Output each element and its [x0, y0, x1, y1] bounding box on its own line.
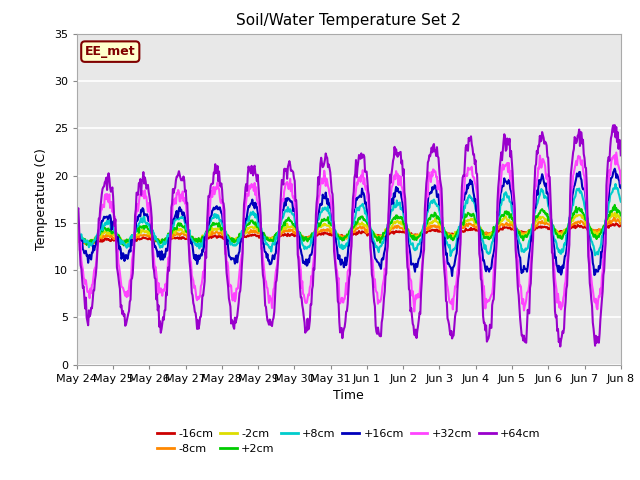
- +32cm: [617, 180, 625, 186]
- +8cm: [447, 253, 454, 259]
- -2cm: [83, 240, 90, 246]
- +16cm: [415, 256, 422, 262]
- +16cm: [139, 205, 147, 211]
- -16cm: [195, 237, 202, 243]
- +8cm: [415, 241, 422, 247]
- -16cm: [617, 222, 625, 228]
- Line: +64cm: +64cm: [77, 125, 621, 347]
- Text: EE_met: EE_met: [85, 45, 136, 58]
- +8cm: [73, 223, 81, 228]
- +8cm: [194, 242, 202, 248]
- +64cm: [139, 178, 147, 183]
- Title: Soil/Water Temperature Set 2: Soil/Water Temperature Set 2: [236, 13, 461, 28]
- -16cm: [84, 241, 92, 247]
- +64cm: [194, 317, 202, 323]
- +2cm: [611, 202, 619, 208]
- +2cm: [120, 242, 127, 248]
- +32cm: [83, 283, 90, 289]
- +8cm: [612, 181, 620, 187]
- +16cm: [448, 273, 456, 279]
- +16cm: [223, 241, 230, 247]
- -8cm: [195, 236, 202, 242]
- +64cm: [73, 204, 81, 210]
- Line: +16cm: +16cm: [77, 168, 621, 276]
- +2cm: [195, 235, 202, 241]
- -8cm: [84, 239, 92, 244]
- +2cm: [431, 211, 439, 216]
- +64cm: [431, 148, 438, 154]
- +2cm: [416, 233, 424, 239]
- Line: -2cm: -2cm: [77, 213, 621, 244]
- +32cm: [223, 261, 230, 266]
- +64cm: [415, 317, 422, 323]
- -2cm: [73, 236, 81, 241]
- +64cm: [611, 122, 619, 128]
- -2cm: [416, 232, 424, 238]
- +8cm: [431, 198, 438, 204]
- -2cm: [608, 210, 616, 216]
- -8cm: [81, 241, 89, 247]
- +8cm: [223, 232, 230, 238]
- Legend: -16cm, -8cm, -2cm, +2cm, +8cm, +16cm, +32cm, +64cm: -16cm, -8cm, -2cm, +2cm, +8cm, +16cm, +3…: [153, 424, 545, 458]
- +64cm: [83, 314, 90, 320]
- +16cm: [431, 182, 438, 188]
- -8cm: [431, 224, 439, 230]
- +8cm: [139, 220, 147, 226]
- +16cm: [73, 221, 81, 227]
- X-axis label: Time: Time: [333, 389, 364, 402]
- -16cm: [416, 232, 424, 238]
- +2cm: [617, 213, 625, 218]
- -8cm: [140, 232, 147, 238]
- -2cm: [431, 216, 439, 221]
- +32cm: [416, 292, 424, 298]
- +16cm: [194, 258, 202, 264]
- +16cm: [617, 185, 625, 191]
- +2cm: [223, 233, 231, 239]
- +32cm: [612, 150, 620, 156]
- -2cm: [617, 217, 625, 223]
- -8cm: [610, 215, 618, 220]
- -2cm: [223, 232, 231, 238]
- -2cm: [195, 237, 202, 243]
- Line: -16cm: -16cm: [77, 223, 621, 244]
- Line: -8cm: -8cm: [77, 217, 621, 244]
- +64cm: [617, 153, 625, 158]
- +2cm: [73, 228, 81, 234]
- -16cm: [140, 234, 147, 240]
- +16cm: [83, 253, 90, 259]
- -2cm: [160, 241, 168, 247]
- +32cm: [410, 309, 418, 314]
- -16cm: [431, 228, 439, 234]
- -16cm: [223, 236, 231, 241]
- -2cm: [139, 227, 147, 232]
- +8cm: [617, 199, 625, 204]
- +64cm: [223, 270, 230, 276]
- +32cm: [139, 188, 147, 194]
- Line: +2cm: +2cm: [77, 205, 621, 245]
- Line: +8cm: +8cm: [77, 184, 621, 256]
- -16cm: [83, 240, 90, 246]
- -8cm: [73, 237, 81, 243]
- -16cm: [612, 220, 620, 226]
- -8cm: [223, 235, 231, 240]
- Y-axis label: Temperature (C): Temperature (C): [35, 148, 48, 250]
- +32cm: [194, 294, 202, 300]
- +32cm: [431, 168, 439, 174]
- +32cm: [73, 212, 81, 217]
- +2cm: [83, 242, 90, 248]
- +64cm: [556, 344, 564, 349]
- +8cm: [83, 239, 90, 244]
- +16cm: [611, 166, 619, 171]
- -8cm: [416, 233, 424, 239]
- -16cm: [73, 237, 81, 243]
- +2cm: [140, 223, 147, 229]
- Line: +32cm: +32cm: [77, 153, 621, 312]
- -8cm: [617, 221, 625, 227]
